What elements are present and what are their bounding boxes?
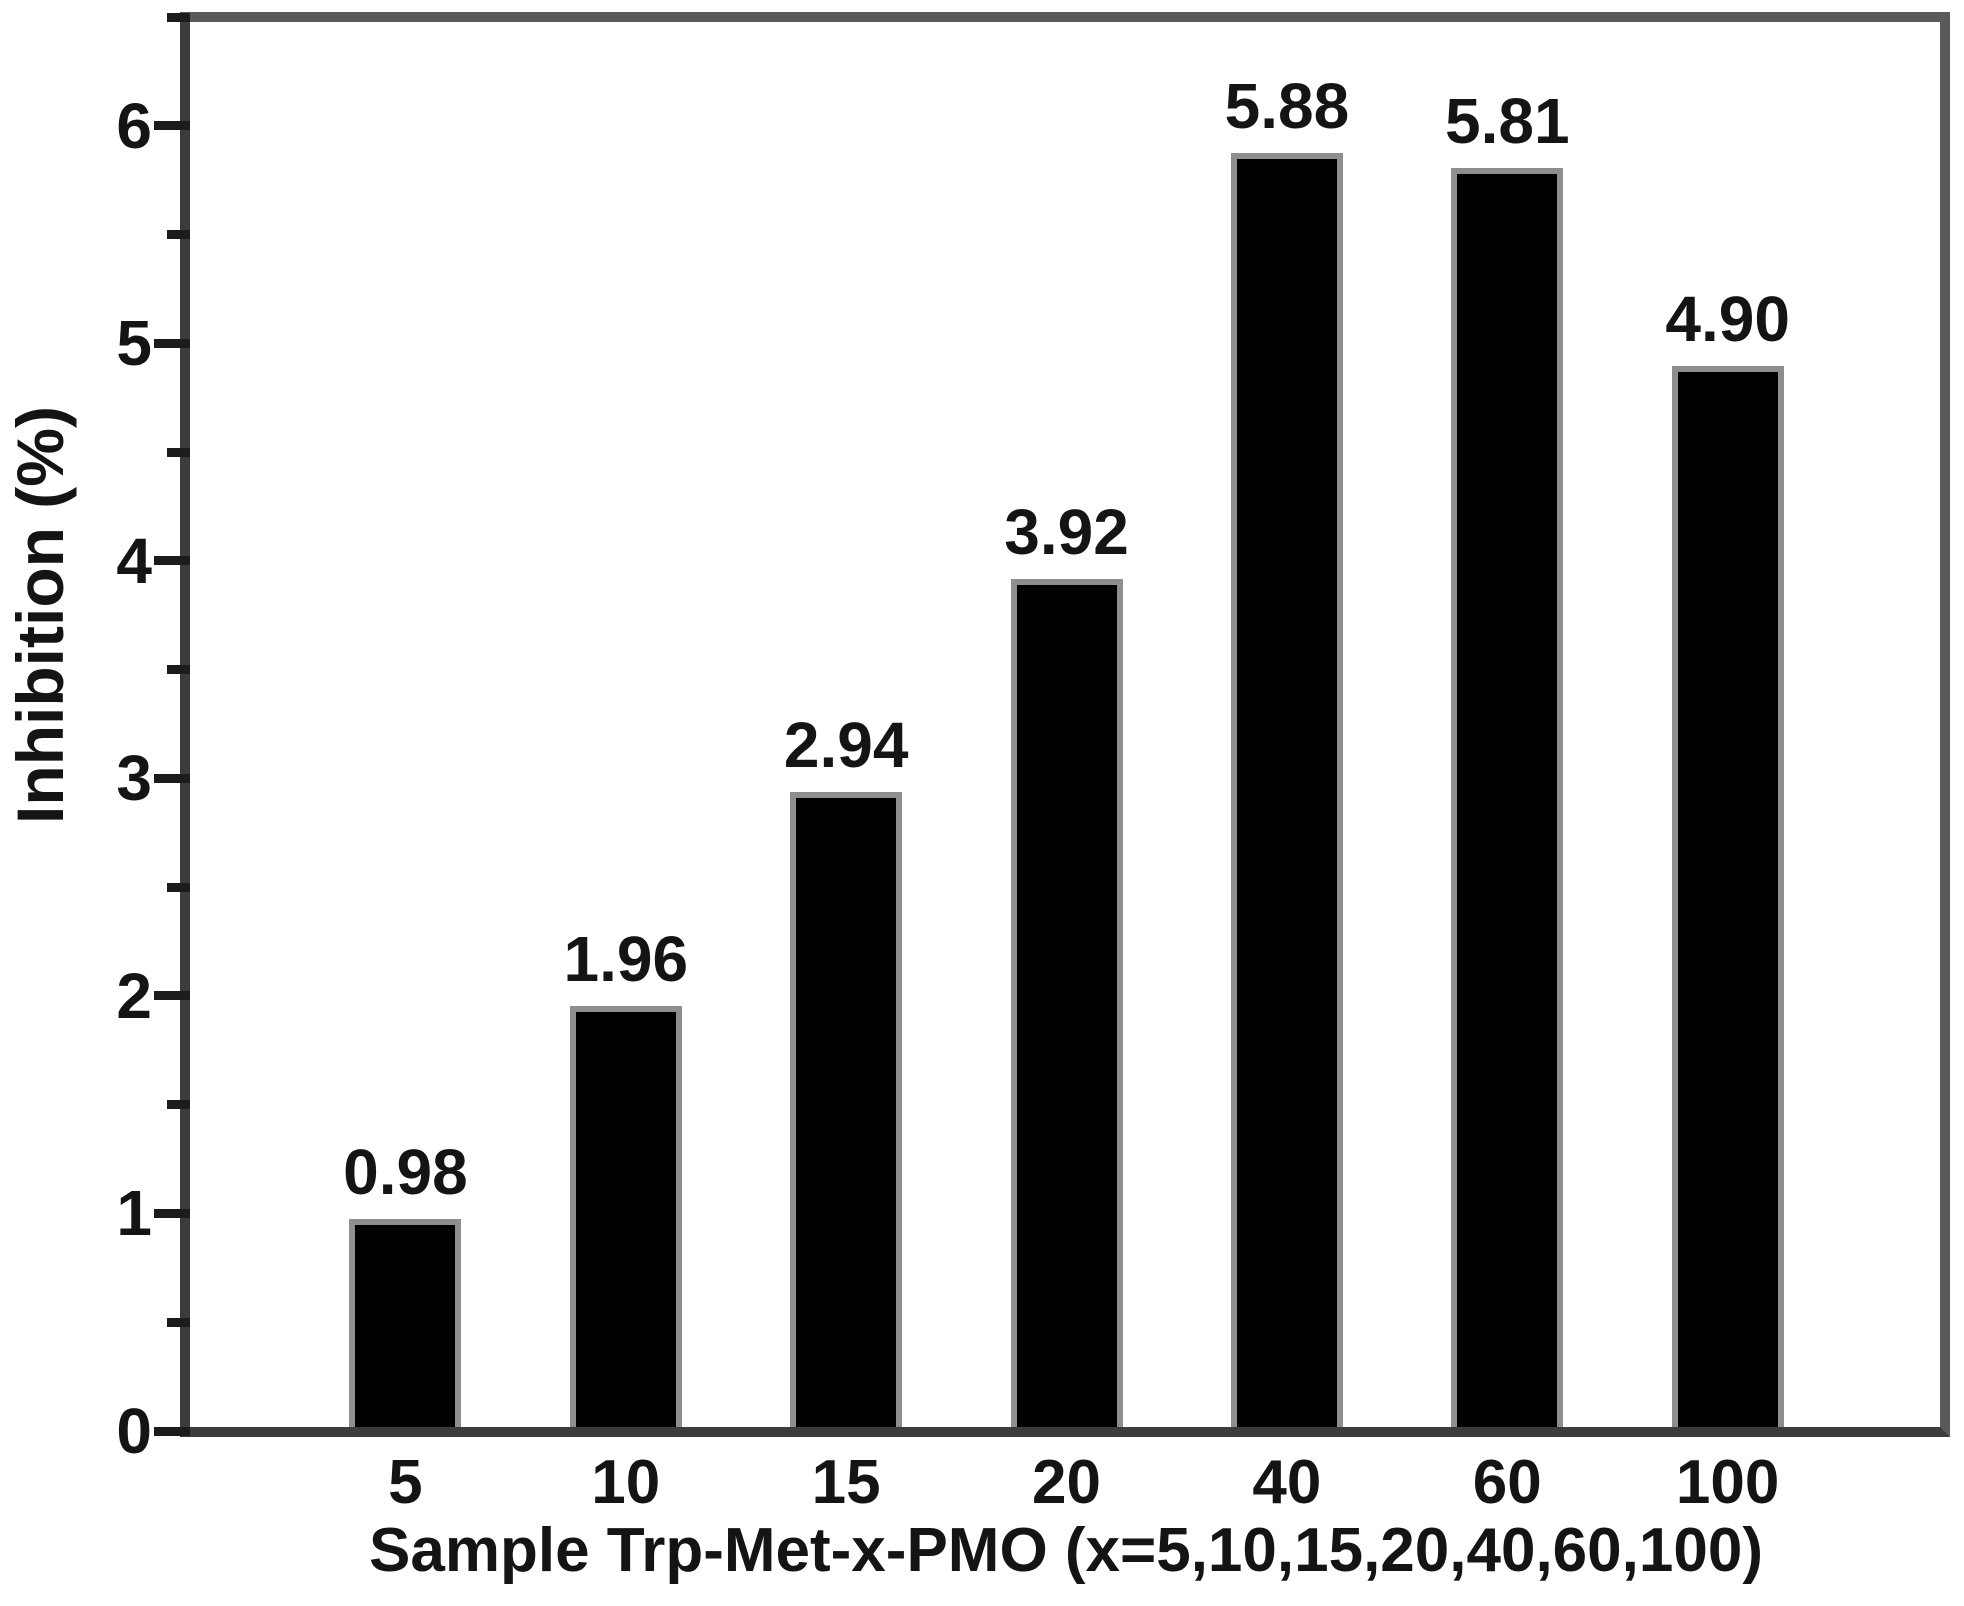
bar-value-label: 5.88 (1224, 70, 1350, 142)
y-tick-major (154, 556, 190, 565)
bar-value-label: 2.94 (783, 709, 909, 781)
bar-value-label: 5.81 (1444, 85, 1570, 157)
plot-area (180, 12, 1950, 1437)
y-tick-major (154, 1209, 190, 1218)
bar (1011, 579, 1123, 1427)
y-tick-minor (167, 1100, 190, 1109)
bar (1672, 366, 1784, 1427)
bar (570, 1006, 682, 1427)
x-tick-label: 15 (811, 1448, 881, 1517)
y-tick-label: 5 (116, 307, 152, 379)
bar-value-label: 3.92 (1004, 496, 1129, 568)
bar-value-label: 4.90 (1665, 283, 1790, 355)
y-tick-label: 6 (116, 90, 152, 162)
x-tick-label: 5 (388, 1448, 423, 1517)
y-tick-major (154, 1427, 190, 1436)
x-tick-label: 20 (1032, 1448, 1101, 1517)
x-tick-label: 100 (1675, 1448, 1780, 1517)
bar (349, 1219, 461, 1427)
bar (790, 792, 902, 1427)
y-tick-label: 1 (116, 1177, 152, 1249)
y-tick-label: 2 (116, 960, 152, 1032)
y-tick-minor (167, 665, 190, 674)
y-tick-minor (167, 448, 190, 457)
x-axis-title: Sample Trp-Met-x-PMO (x=5,10,15,20,40,60… (369, 1516, 1763, 1585)
y-tick-major (154, 774, 190, 783)
x-tick-label: 60 (1472, 1448, 1542, 1517)
y-tick-label: 4 (116, 525, 152, 597)
y-tick-major (154, 991, 190, 1000)
y-tick-label: 0 (116, 1395, 152, 1467)
y-tick-minor (167, 1318, 190, 1327)
bar-value-label: 0.98 (343, 1136, 468, 1208)
bar (1451, 168, 1563, 1427)
y-tick-minor (167, 13, 190, 22)
y-tick-major (154, 339, 190, 348)
bar (1231, 153, 1343, 1427)
y-tick-minor (167, 883, 190, 892)
x-tick-label: 10 (591, 1448, 661, 1517)
y-tick-label: 3 (116, 742, 152, 814)
y-tick-major (154, 121, 190, 130)
x-tick-label: 40 (1252, 1448, 1322, 1517)
bar-value-label: 1.96 (563, 923, 689, 995)
y-tick-minor (167, 230, 190, 239)
